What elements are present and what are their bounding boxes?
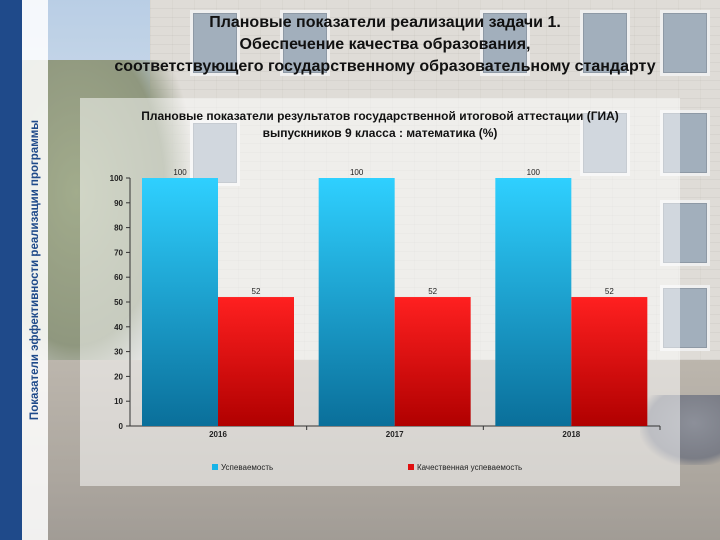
bar bbox=[571, 297, 648, 426]
building-window bbox=[190, 10, 240, 76]
y-tick-label: 10 bbox=[114, 397, 123, 406]
legend-label: Успеваемость bbox=[221, 463, 273, 472]
y-tick-label: 30 bbox=[114, 348, 123, 357]
building-window bbox=[660, 10, 710, 76]
data-label: 100 bbox=[527, 168, 541, 177]
x-tick-label: 2018 bbox=[562, 430, 580, 439]
legend-swatch bbox=[212, 464, 218, 470]
chart-area: Плановые показатели результатов государс… bbox=[80, 98, 680, 486]
data-label: 100 bbox=[350, 168, 364, 177]
bar bbox=[495, 178, 572, 426]
bar bbox=[394, 297, 471, 426]
data-label: 52 bbox=[605, 287, 614, 296]
y-tick-label: 40 bbox=[114, 323, 123, 332]
slide-title-line: Обеспечение качества образования, bbox=[239, 36, 531, 53]
chart-title-line: выпускников 9 класса : математика (%) bbox=[262, 126, 498, 140]
data-label: 52 bbox=[252, 287, 261, 296]
chart-title: Плановые показатели результатов государс… bbox=[80, 108, 680, 142]
bar bbox=[218, 297, 294, 426]
chart-title-line: Плановые показатели результатов государс… bbox=[141, 109, 619, 123]
legend-label: Качественная успеваемость bbox=[417, 463, 522, 472]
y-tick-label: 60 bbox=[114, 273, 123, 282]
slide-title: Плановые показатели реализации задачи 1.… bbox=[50, 12, 720, 78]
building-window bbox=[580, 10, 630, 76]
building-window bbox=[480, 10, 530, 76]
x-tick-label: 2016 bbox=[209, 430, 227, 439]
y-tick-label: 0 bbox=[119, 422, 124, 431]
slide-title-line: соответствующего государственному образо… bbox=[114, 58, 656, 75]
bar bbox=[142, 178, 218, 426]
side-label: Показатели эффективности реализации прог… bbox=[29, 119, 41, 421]
y-tick-label: 90 bbox=[114, 199, 123, 208]
y-tick-label: 80 bbox=[114, 224, 123, 233]
bar-chart: 0 10 20 30 40 50 60 70 80 90 100 100 52 2016 100 52 2017… bbox=[110, 168, 661, 472]
building-window bbox=[280, 10, 330, 76]
left-accent-stripe bbox=[0, 0, 22, 540]
y-tick-label: 20 bbox=[114, 372, 123, 381]
data-label: 100 bbox=[173, 168, 187, 177]
data-label: 52 bbox=[428, 287, 437, 296]
y-tick-label: 100 bbox=[110, 174, 124, 183]
x-tick-label: 2017 bbox=[386, 430, 404, 439]
legend-swatch bbox=[408, 464, 414, 470]
y-tick-label: 70 bbox=[114, 248, 123, 257]
y-tick-label: 50 bbox=[114, 298, 123, 307]
slide-title-line: Плановые показатели реализации задачи 1. bbox=[209, 14, 561, 31]
bar bbox=[318, 178, 395, 426]
